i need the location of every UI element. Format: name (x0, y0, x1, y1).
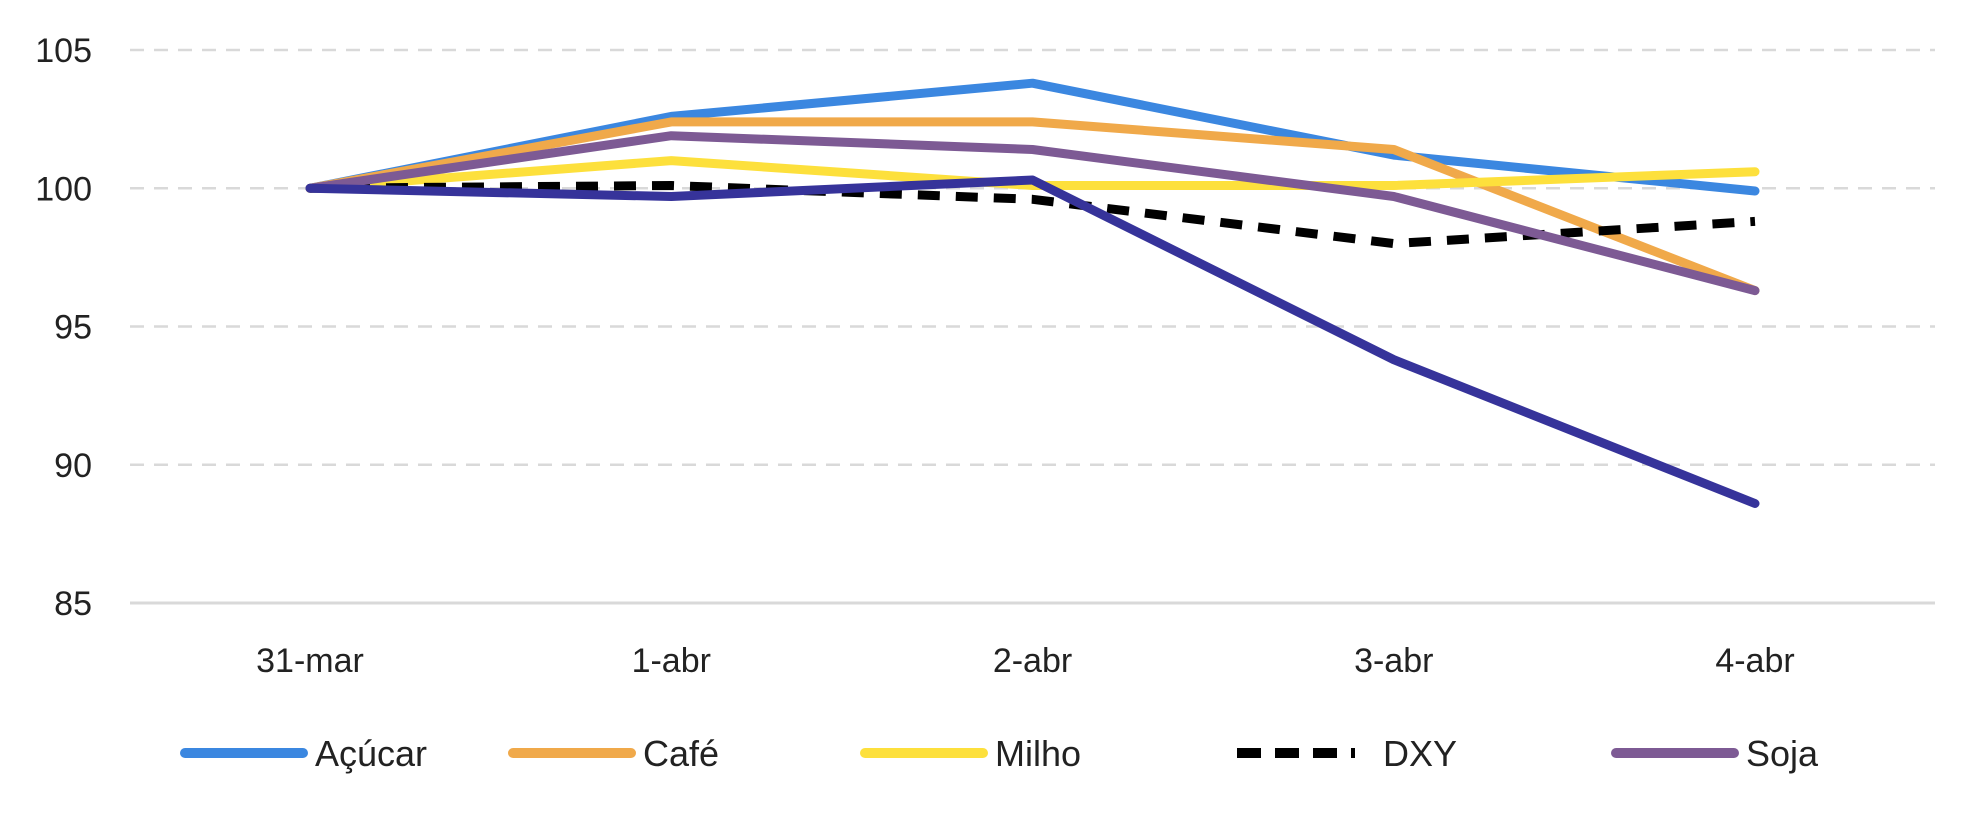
series-lines (305, 78, 1760, 508)
legend: AçúcarCaféMilhoDXYSojaBrent (180, 733, 1819, 774)
y-tick-label: 90 (54, 447, 92, 485)
legend-label: Café (643, 733, 719, 774)
legend-label: Açúcar (315, 733, 427, 774)
legend-label: Milho (995, 733, 1081, 774)
legend-item: Milho (860, 733, 1081, 774)
x-tick-label: 4-abr (1715, 642, 1794, 680)
legend-item: Café (508, 733, 719, 774)
legend-label: DXY (1383, 733, 1457, 774)
y-tick-label: 95 (54, 309, 92, 347)
series-line-dxy (309, 181, 1756, 249)
x-tick-label: 1-abr (632, 642, 711, 680)
gridlines (130, 48, 1935, 605)
legend-label: Soja (1746, 733, 1819, 774)
y-axis: 85 90 95 100 105 (35, 32, 92, 623)
x-tick-label: 31-mar (256, 642, 364, 680)
legend-item: DXY (1237, 733, 1457, 774)
series-line-brent (305, 175, 1760, 508)
series-line-milho (305, 156, 1760, 193)
series-line-café (305, 117, 1760, 296)
x-tick-label: 2-abr (993, 642, 1072, 680)
x-axis: 31-mar 1-abr 2-abr 3-abr 4-abr (256, 642, 1795, 680)
legend-item: Açúcar (180, 733, 427, 774)
series-line-soja (305, 131, 1760, 296)
x-tick-label: 3-abr (1354, 642, 1433, 680)
legend-item: Soja (1611, 733, 1819, 774)
y-tick-label: 85 (54, 585, 92, 623)
y-tick-label: 100 (35, 170, 92, 208)
y-tick-label: 105 (35, 32, 92, 70)
